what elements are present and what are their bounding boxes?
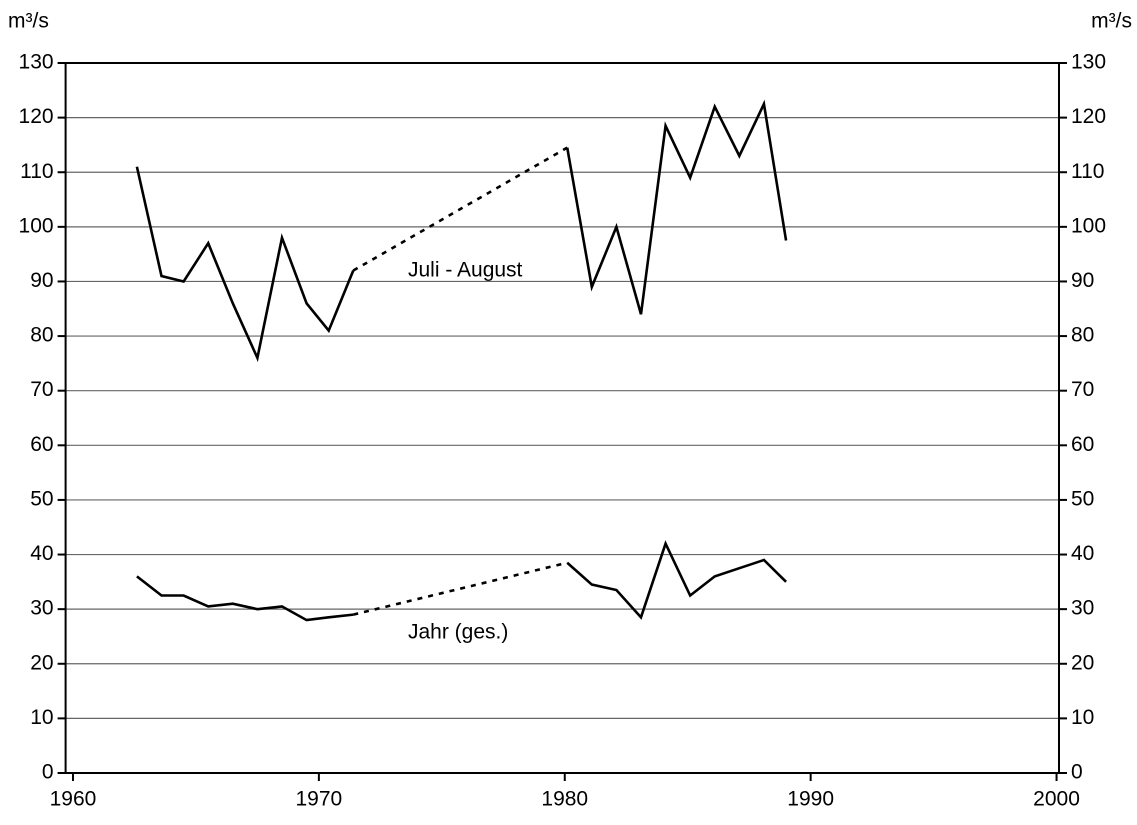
y-unit-left: m³/s — [8, 10, 49, 33]
y-tick-label: 100 — [19, 214, 54, 237]
data-line — [566, 540, 787, 620]
y-tick-label: 120 — [19, 105, 54, 128]
y2-tick-label: 130 — [1071, 51, 1106, 74]
annotation: Juli - August — [408, 259, 523, 282]
y-tick-label: 90 — [30, 269, 53, 292]
y2-tick-label: 20 — [1071, 651, 1094, 674]
data-line — [136, 575, 354, 622]
data-line — [565, 99, 788, 315]
x-tick-label: 2000 — [1033, 788, 1080, 811]
y2-tick-label: 30 — [1071, 597, 1094, 620]
y-tick-label: 130 — [19, 51, 54, 74]
y2-tick-label: 50 — [1071, 487, 1094, 510]
y-tick-label: 80 — [30, 324, 53, 347]
y-tick-label: 10 — [30, 706, 53, 729]
y2-tick-label: 60 — [1071, 433, 1094, 456]
y2-tick-label: 0 — [1071, 761, 1083, 784]
y2-tick-label: 70 — [1071, 378, 1094, 401]
y2-tick-label: 100 — [1071, 214, 1106, 237]
y-tick-label: 30 — [30, 597, 53, 620]
y2-tick-label: 80 — [1071, 324, 1094, 347]
y-tick-label: 110 — [20, 160, 53, 183]
y-tick-label: 20 — [30, 651, 53, 674]
x-tick-label: 1990 — [787, 788, 834, 811]
y2-tick-label: 10 — [1071, 706, 1094, 729]
gap-line — [352, 146, 568, 272]
y2-tick-label: 40 — [1071, 542, 1094, 565]
plot-frame — [64, 62, 1061, 774]
annotation: Jahr (ges.) — [408, 621, 508, 644]
y-tick-label: 0 — [42, 761, 54, 784]
y2-tick-label: 90 — [1071, 269, 1094, 292]
gap-line — [352, 561, 568, 616]
y-tick-label: 70 — [30, 378, 53, 401]
y2-tick-label: 120 — [1071, 105, 1106, 128]
x-tick-label: 1980 — [541, 788, 588, 811]
data-line — [135, 166, 355, 363]
y-tick-label: 40 — [30, 542, 53, 565]
y-unit-right: m³/s — [1091, 10, 1132, 33]
x-tick-label: 1970 — [296, 788, 343, 811]
y-tick-label: 60 — [30, 433, 53, 456]
y-tick-label: 50 — [30, 487, 53, 510]
y2-tick-label: 110 — [1071, 160, 1104, 183]
x-tick-label: 1960 — [50, 788, 97, 811]
